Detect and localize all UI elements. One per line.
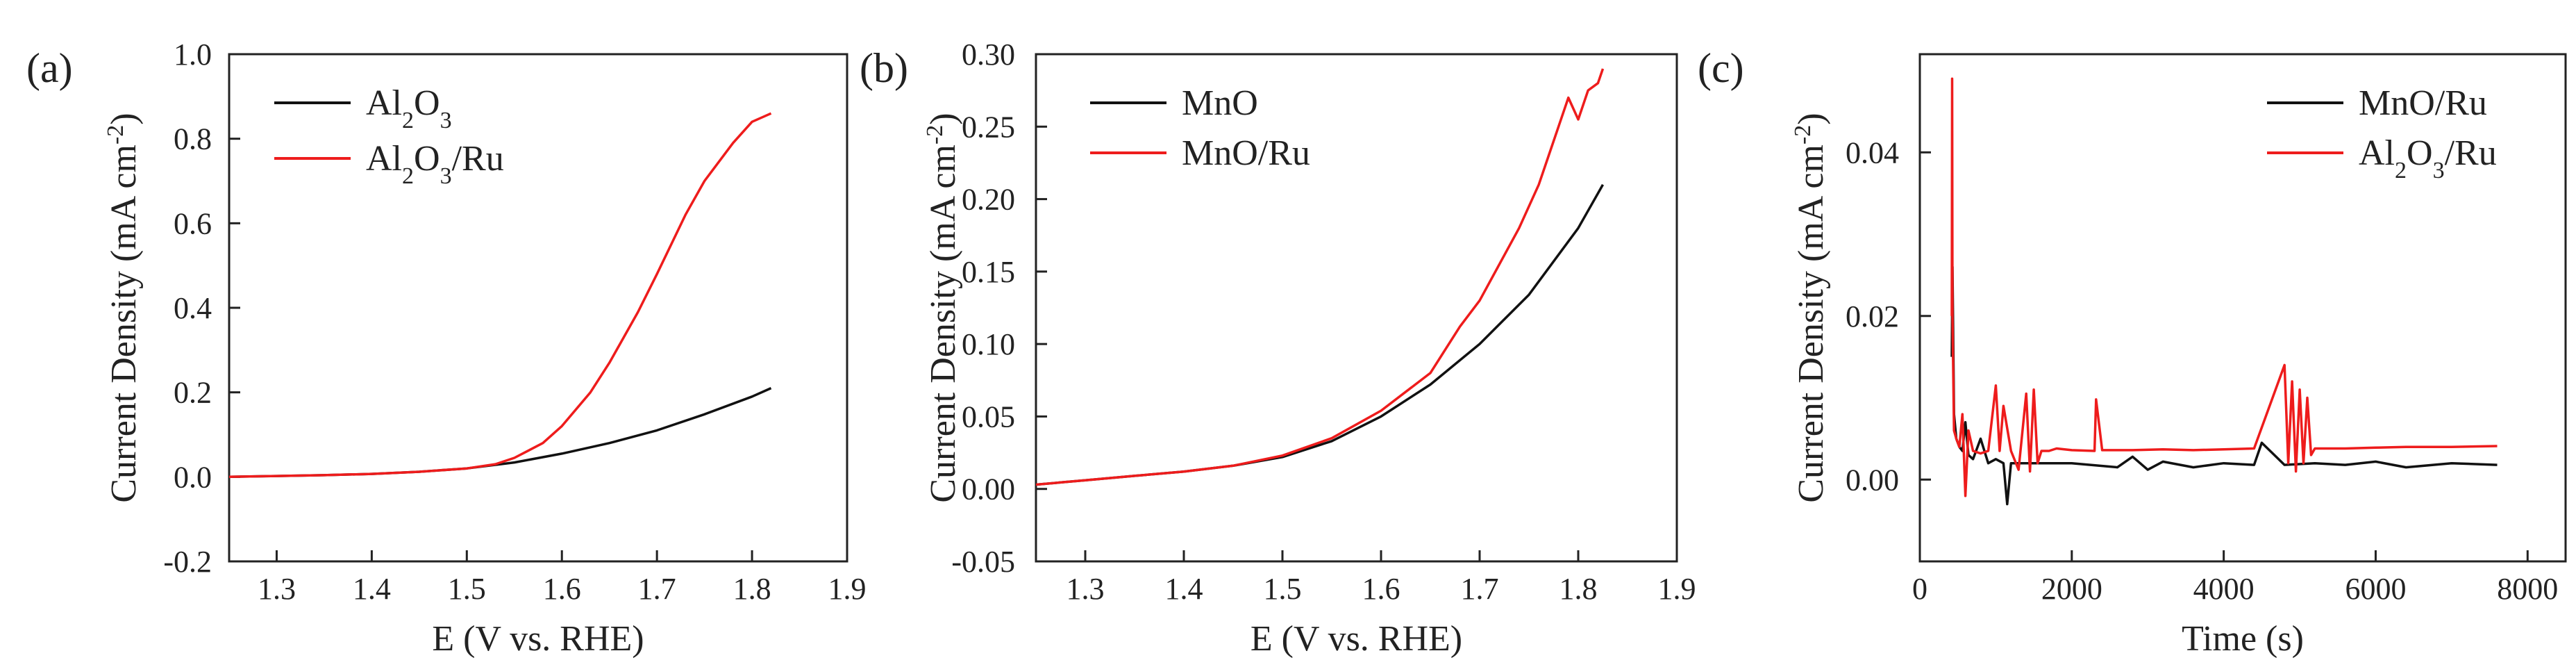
legend-label: Al2O3/Ru [366, 139, 504, 189]
legend-label: Al2O3/Ru [2359, 133, 2497, 183]
chart-panel-3: (c) 0 2000 4000 6000 8000 0.00 0.02 0.04 Time (s)… [1698, 45, 2567, 659]
y-tick-label: 0.00 [962, 472, 1015, 507]
y-axis-label: Current Density (mA cm-2) [922, 113, 964, 502]
legend-label: Al2O3 [366, 83, 452, 133]
legend-label-part: Al [2359, 133, 2395, 173]
y-tick-label: 0.00 [1846, 463, 1899, 497]
x-tick-label: 1.4 [353, 572, 391, 606]
x-tick-label: 2000 [2041, 572, 2102, 606]
plot-frame [1918, 53, 2567, 563]
x-tick-label: 1.4 [1165, 572, 1203, 606]
legend-label-part: 2 [402, 108, 414, 133]
y-tick-label: 1.0 [174, 38, 212, 72]
y-axis-label-exponent: -2 [1790, 125, 1816, 145]
y-tick-label: 0.05 [962, 400, 1015, 434]
x-tick-label: 1.9 [1658, 572, 1696, 606]
y-tick-label: 0.15 [962, 255, 1015, 289]
y-axis-label-tail: ) [923, 113, 963, 124]
plot-frame [228, 53, 848, 563]
chart-panel-2: (b) 1.3 1.4 1.5 1.6 1.7 1.8 1.9 -0.05 0.00 0.05 0.1… [860, 38, 1696, 659]
legend-label-part: 3 [2433, 158, 2445, 183]
legend-label-part: MnO [1182, 83, 1258, 123]
legend-label-part: MnO/Ru [1182, 133, 1310, 173]
x-tick-label: 1.3 [1067, 572, 1105, 606]
y-tick-label: 0.04 [1846, 135, 1899, 170]
x-tick-label: 1.5 [448, 572, 486, 606]
x-tick-label: 1.9 [828, 572, 867, 606]
x-tick-label: 6000 [2345, 572, 2406, 606]
legend-label-part: 3 [440, 163, 452, 189]
x-tick-label: 1.6 [543, 572, 581, 606]
y-tick-label: 0.02 [1846, 299, 1899, 334]
x-axis-label: E (V vs. RHE) [1251, 619, 1462, 659]
y-tick-label: 0.4 [174, 291, 212, 325]
legend-label-part: 3 [440, 108, 452, 133]
y-axis-label: Current Density (mA cm-2) [103, 113, 144, 502]
x-tick-label: 1.8 [733, 572, 771, 606]
x-tick-label: 1.8 [1559, 572, 1598, 606]
plot-frame [1035, 53, 1678, 563]
legend-label: MnO/Ru [1182, 133, 1310, 173]
legend-label-part: O [414, 83, 440, 123]
panel-label: (b) [860, 45, 908, 91]
legend-label-part: /Ru [2445, 133, 2497, 173]
legend-label-part: Al [366, 83, 402, 123]
y-tick-label: 0.8 [174, 122, 212, 156]
y-axis-label-main: Current Density (mA cm [1791, 145, 1831, 503]
x-axis-label: Time (s) [2182, 619, 2304, 659]
y-tick-label: 0.6 [174, 206, 212, 240]
panel-label: (c) [1698, 45, 1744, 91]
x-tick-label: 1.3 [258, 572, 296, 606]
y-axis-label-exponent: -2 [103, 125, 128, 145]
chart-panel-1: (a) 1.3 1.4 1.5 1.6 1.7 1.8 1.9 -0.2 0.0 0.2 0.4 0.6… [26, 38, 867, 659]
panel-label: (a) [26, 45, 73, 91]
legend-label-part: Al [366, 139, 402, 179]
x-tick-label: 4000 [2193, 572, 2255, 606]
y-axis-label: Current Density (mA cm-2) [1790, 113, 1832, 502]
legend-label-part: 2 [402, 163, 414, 189]
series-line-2 [1036, 68, 1605, 486]
series-line-2 [229, 112, 772, 479]
y-tick-label: 0.10 [962, 327, 1015, 361]
y-axis-label-tail: ) [104, 113, 144, 124]
y-axis-label-tail: ) [1791, 113, 1831, 124]
series-line-2 [1950, 77, 2498, 497]
legend-label-part: O [2407, 133, 2433, 173]
legend-label-part: O [414, 139, 440, 179]
x-axis-label: E (V vs. RHE) [432, 619, 644, 659]
legend-label: MnO [1182, 83, 1258, 123]
y-tick-label: 0.20 [962, 183, 1015, 217]
y-tick-label: -0.2 [163, 545, 212, 579]
legend-label: MnO/Ru [2359, 83, 2487, 123]
series-line-1 [1950, 265, 2498, 506]
x-tick-label: 8000 [2497, 572, 2558, 606]
y-tick-label: 0.2 [174, 376, 212, 410]
x-tick-label: 0 [1912, 572, 1927, 606]
x-tick-label: 1.5 [1264, 572, 1302, 606]
legend-label-part: MnO/Ru [2359, 83, 2487, 123]
y-axis-label-exponent: -2 [922, 125, 948, 145]
y-tick-label: -0.05 [951, 545, 1015, 579]
y-axis-label-main: Current Density (mA cm [923, 145, 963, 503]
x-tick-label: 1.6 [1362, 572, 1400, 606]
x-tick-label: 1.7 [1461, 572, 1499, 606]
y-tick-label: 0.0 [174, 460, 212, 494]
y-tick-label: 0.30 [962, 38, 1015, 72]
y-tick-label: 0.25 [962, 110, 1015, 144]
y-axis-label-main: Current Density (mA cm [104, 145, 144, 503]
legend-label-part: 2 [2395, 158, 2407, 183]
legend-label-part: /Ru [452, 139, 504, 179]
x-tick-label: 1.7 [638, 572, 676, 606]
